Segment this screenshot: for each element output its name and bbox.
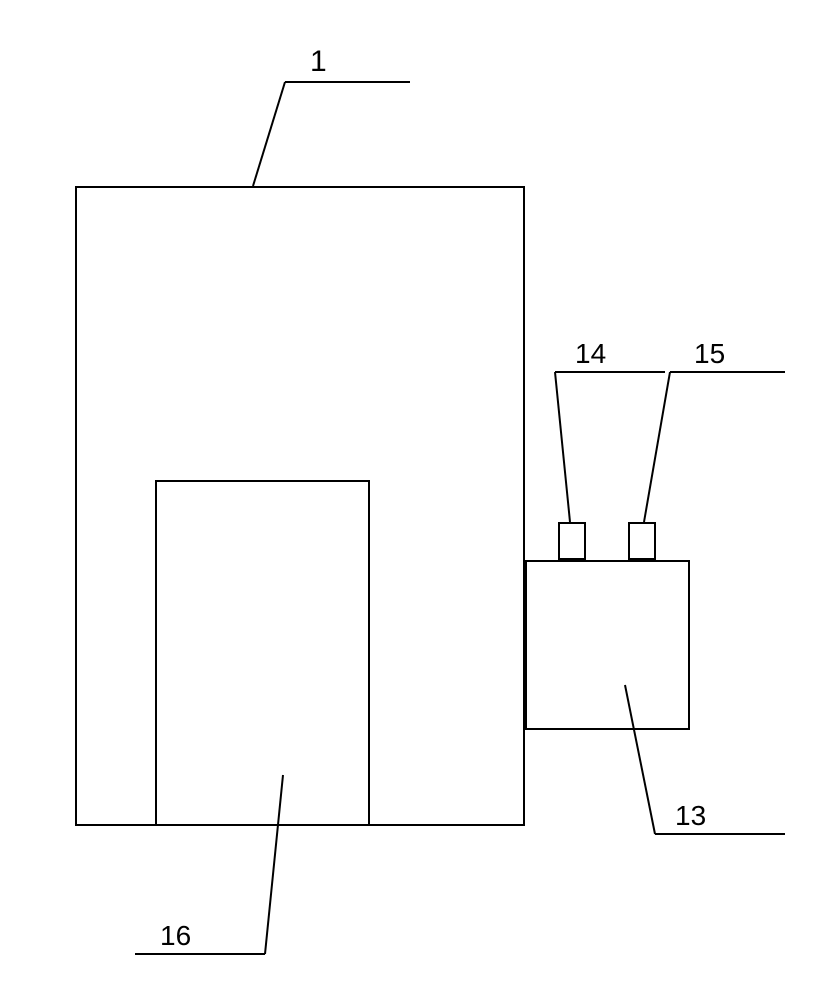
leader-15 bbox=[644, 372, 670, 522]
label-13: 13 bbox=[675, 800, 706, 832]
label-16: 16 bbox=[160, 920, 191, 952]
label-14: 14 bbox=[575, 338, 606, 370]
door-shape bbox=[155, 480, 370, 826]
leader-1 bbox=[253, 82, 285, 186]
leader-14 bbox=[555, 372, 570, 522]
label-15: 15 bbox=[694, 338, 725, 370]
label-1: 1 bbox=[310, 45, 327, 79]
button-right bbox=[628, 522, 656, 560]
button-left bbox=[558, 522, 586, 560]
side-box bbox=[525, 560, 690, 730]
